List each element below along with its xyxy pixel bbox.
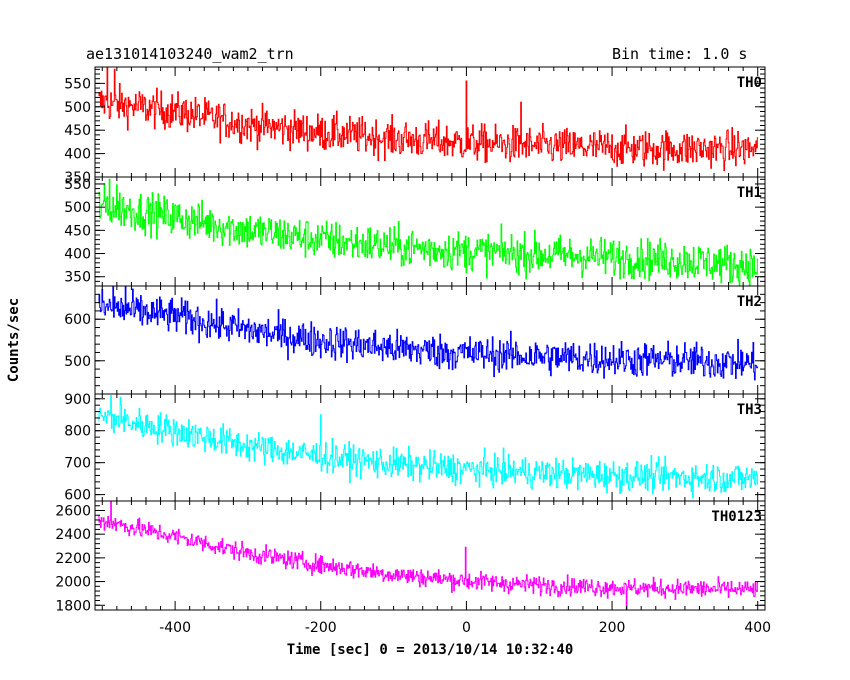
y-tick-label: 450 [64, 223, 91, 239]
y-tick-label: 500 [64, 200, 91, 216]
panel-label-th0123: TH0123 [711, 509, 762, 525]
y-tick-label: 450 [64, 123, 91, 139]
x-tick-label: 200 [599, 620, 626, 636]
y-tick-label: 550 [64, 177, 91, 193]
x-tick-label: 0 [462, 620, 471, 636]
y-tick-label: 550 [64, 76, 91, 92]
y-tick-label: 2600 [55, 503, 91, 519]
x-tick-label: -200 [305, 620, 337, 636]
y-tick-label: 1800 [55, 598, 91, 614]
y-tick-label: 400 [64, 247, 91, 263]
light-curve-th0123 [98, 500, 759, 610]
y-tick-label: 500 [64, 100, 91, 116]
panel-label-th0: TH0 [737, 75, 762, 91]
y-tick-label: 500 [64, 354, 91, 370]
y-tick-label: 400 [64, 147, 91, 163]
y-tick-label: 2200 [55, 551, 91, 567]
y-tick-label: 700 [64, 456, 91, 472]
y-axis-label: Counts/sec [6, 298, 22, 382]
y-tick-label: 800 [64, 424, 91, 440]
x-tick-label: 400 [744, 620, 771, 636]
y-tick-label: 900 [64, 392, 91, 408]
panel-frame-th3 [94, 393, 766, 502]
panel-frame-th2 [94, 285, 766, 395]
panel-label-th2: TH2 [737, 294, 762, 310]
panel-label-th1: TH1 [737, 185, 762, 201]
y-tick-label: 2000 [55, 575, 91, 591]
y-tick-label: 600 [64, 488, 91, 504]
light-curve-th2 [98, 285, 759, 381]
chart-title-right: Bin time: 1.0 s [612, 45, 748, 63]
chart-title-left: ae131014103240_wam2_trn [86, 45, 294, 63]
light-curve-th3 [98, 395, 759, 499]
y-tick-label: 350 [64, 270, 91, 286]
light-curve-th1 [98, 178, 759, 287]
y-tick-label: 350 [64, 170, 91, 186]
light-curve-th0 [98, 67, 759, 172]
x-axis-label: Time [sec] 0 = 2013/10/14 10:32:40 [287, 642, 574, 658]
panel-label-th3: TH3 [737, 402, 762, 418]
y-tick-label: 2400 [55, 527, 91, 543]
y-tick-label: 600 [64, 312, 91, 328]
x-tick-label: -400 [159, 620, 191, 636]
panel-frame-th0123 [94, 500, 766, 611]
